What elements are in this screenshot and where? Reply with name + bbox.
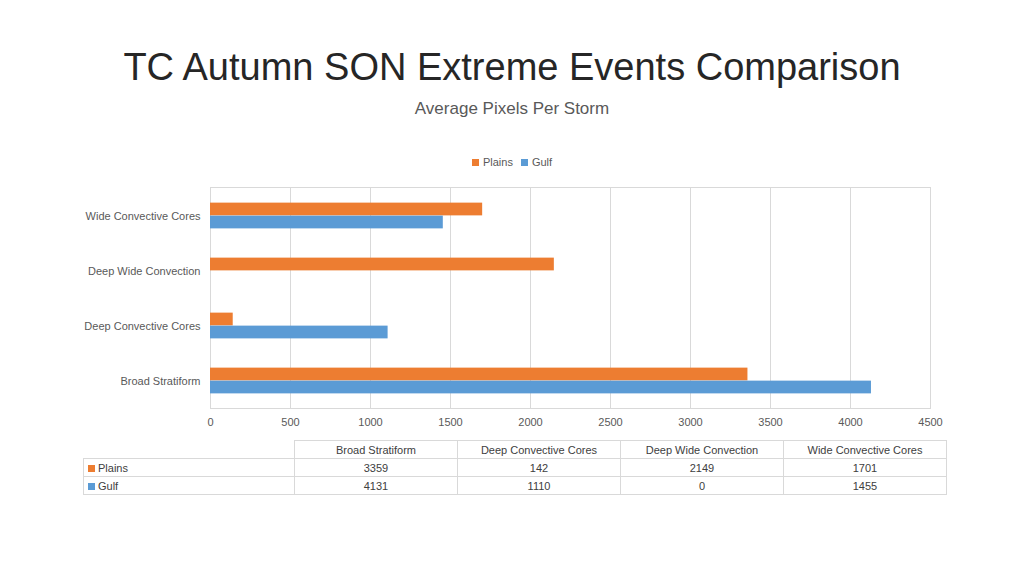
html-text:1455: 1455 [852,479,878,492]
svg-text:4500: 4500 [918,416,942,428]
html-text:Average Pixels Per Storm: Average Pixels Per Storm [414,99,610,118]
svg-text:Deep Wide Convection: Deep Wide Convection [88,265,201,277]
svg-text:1000: 1000 [358,416,382,428]
svg-text:0: 0 [207,416,213,428]
svg-text:2500: 2500 [598,416,622,428]
html-text:2149: 2149 [689,461,715,474]
html-text:Plains: Plains [482,156,513,168]
html-text:0: 0 [698,479,706,492]
svg-text:500: 500 [281,416,299,428]
html-text:TC Autumn SON Extreme Events C: TC Autumn SON Extreme Events Comparison [123,46,901,88]
html-text:Gulf: Gulf [531,156,553,168]
svg-text:3500: 3500 [758,416,782,428]
html-text:Wide Convective Cores: Wide Convective Cores [807,443,923,456]
html-text:142: 142 [529,461,549,474]
svg-text:2000: 2000 [518,416,542,428]
svg-text:Broad Stratiform: Broad Stratiform [120,375,200,387]
html-text:Deep Convective Cores: Deep Convective Cores [480,443,598,456]
svg-text:4000: 4000 [838,416,862,428]
html-text:1110: 1110 [527,479,551,492]
html-text:Broad Stratiform: Broad Stratiform [336,443,416,456]
html-text:Gulf: Gulf [98,479,119,492]
html-text:4131: 4131 [363,479,389,492]
svg-text:3000: 3000 [678,416,702,428]
html-text:3359: 3359 [363,461,389,474]
html-text:Plains: Plains [98,461,128,474]
html-text:Deep Wide Convection: Deep Wide Convection [645,443,759,456]
svg-text:Wide Convective Cores: Wide Convective Cores [86,210,201,222]
svg-text:1500: 1500 [438,416,462,428]
svg-text:Deep Convective Cores: Deep Convective Cores [84,320,201,332]
html-text:1701: 1701 [852,461,878,474]
